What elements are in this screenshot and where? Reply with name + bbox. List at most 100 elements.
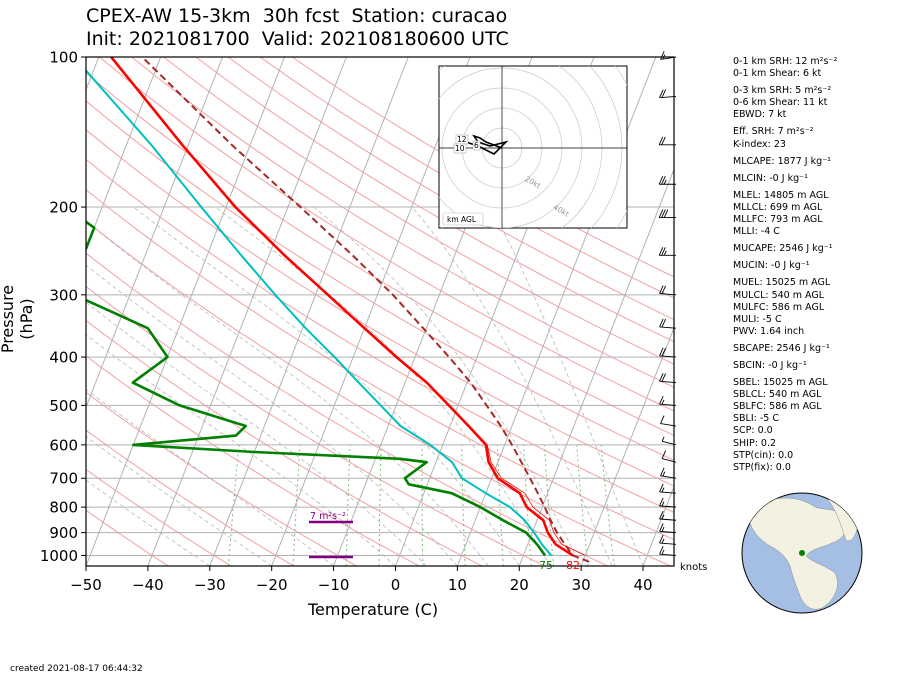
wind-barb [659,497,677,508]
sounding-index-line: MUCIN: -0 J kg⁻¹ [733,260,810,272]
wind-barb-flag [661,247,666,256]
sounding-index-line: 0-1 km SRH: 12 m²s⁻² [733,56,838,67]
wind-barb-flag [662,471,666,477]
wind-barb-flag [661,450,667,459]
wind-barb [659,347,677,358]
temperature-profile [110,57,574,557]
y-tick-label: 200 [49,199,78,217]
wind-barb-flag [661,373,667,382]
wind-barb-flag [658,136,664,145]
y-axis-label: Pressure (hPa) [0,284,36,354]
dry-adiabat [99,57,674,412]
wind-barb [659,523,677,534]
wind-barb-flag [661,136,666,145]
x-tick-label: 40 [634,576,653,594]
sounding-index-line: SBLI: -5 C [733,413,779,425]
sounding-index-line: MUEL: 15025 m AGL [733,277,831,289]
moist-adiabat [313,206,582,566]
sounding-index-line: SCP: 0.0 [733,425,773,437]
wind-barb [658,136,676,146]
sounding-index-line: MULI: -5 C [733,313,782,325]
sounding-index-line: MLLFC: 793 m AGL [733,214,823,226]
wind-barb [660,51,677,60]
isotherm [580,326,674,566]
wind-barb-flag [661,285,667,294]
dry-adiabat [86,468,232,566]
wind-barb-flag [661,347,667,357]
y-tick-label: 700 [49,470,78,488]
dry-adiabat [163,57,674,365]
sounding-index-line: MLCIN: -0 J kg⁻¹ [733,172,808,184]
wind-barb-flag [661,399,665,405]
sounding-index-line: K-index: 23 [733,138,786,150]
wind-barb-flag [663,209,669,218]
hodograph-frame [438,65,628,229]
wind-barb-flag [661,89,667,98]
effective-srh-label: 7 m²s⁻² [310,511,346,522]
wind-barb-staff [660,423,677,427]
mixing-ratio-line [292,444,301,566]
dry-adiabat [86,158,674,514]
wind-barb [659,510,677,521]
moist-adiabat [490,206,644,566]
hodograph-height-box [472,140,481,151]
y-tick-label: 800 [49,499,78,517]
wind-barb [659,483,677,494]
wind-barb-flag [658,209,664,218]
surface-dewpoint-label: 75 [539,559,553,572]
wind-barb [659,285,677,296]
wind-barb-flag [662,54,666,60]
dry-adiabat [259,57,674,299]
hodograph-height-label: 10 [455,144,465,153]
wind-barb-flag [661,549,665,555]
sounding-index-line: SBEL: 15025 m AGL [733,377,828,389]
mixing-ratio-line [461,444,466,566]
wind-barb [659,373,677,384]
sounding-index-line: MLEL: 14805 m AGL [733,189,829,201]
wind-barb [658,247,676,256]
x-tick-label: 20 [510,576,529,594]
x-tick-label: 30 [572,576,591,594]
moist-adiabat [86,435,272,566]
sounding-index-line: SBCIN: -0 J kg⁻¹ [733,359,807,371]
sounding-index-line: MLLI: -4 C [733,226,780,238]
isotherm [518,167,674,566]
dry-adiabat [291,57,674,278]
y-tick-label: 100 [49,49,78,67]
mixing-ratio-line [421,444,424,566]
sounding-index-line: MULCL: 540 m AGL [733,289,825,301]
y-tick-label: 500 [49,397,78,415]
mixing-ratio-line [544,444,555,566]
isotherm [86,57,224,409]
sounding-index-line: MUCAPE: 2546 J kg⁻¹ [733,243,833,255]
surface-temperature-label: 82 [566,559,580,572]
wind-barb-flag [660,467,665,476]
x-tick-label: −10 [318,576,350,594]
moist-adiabat [86,479,211,566]
wind-barb [660,467,677,479]
wind-barb-flag [661,209,666,218]
x-tick-label: −30 [194,576,226,594]
chart-title-station: CPEX-AW 15-3km 30h fcst Station: curacao [86,5,508,27]
moist-adiabat [86,264,458,566]
mixing-ratio-line [378,444,382,566]
hodograph-axis-box [442,212,484,226]
wind-barb-flag [659,318,664,328]
wind-barb-flag [659,89,664,98]
wind-barb-flag [659,523,664,532]
wind-barb-flag [660,415,665,424]
wind-barb-flag [660,51,665,60]
sounding-index-line: EBWD: 7 kt [733,109,787,121]
wind-barb-flag [659,546,664,555]
hodograph-axis-label: km AGL [447,215,477,224]
wind-barb-flag [659,497,664,507]
mixing-ratio-line [497,444,504,566]
dry-adiabat [131,57,674,388]
sounding-index-line: SBLCL: 540 m AGL [733,389,822,401]
hodograph-height-box [453,143,467,154]
wind-barb-flag [659,483,664,493]
globe-continent [747,497,847,610]
dewpoint-profile [86,220,547,557]
